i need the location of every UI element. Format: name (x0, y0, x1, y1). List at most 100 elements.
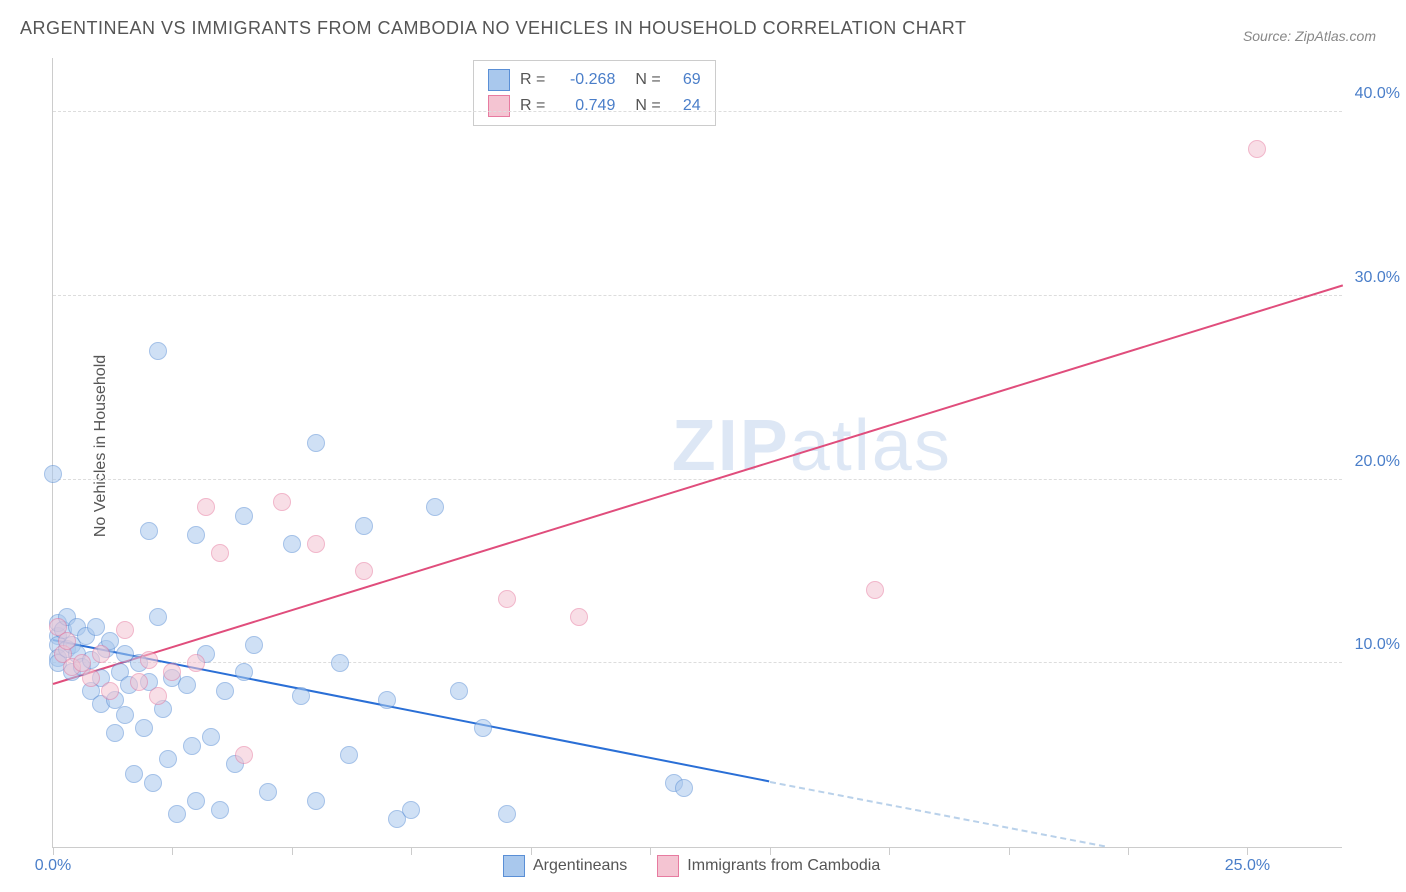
scatter-point (144, 774, 162, 792)
scatter-point (82, 669, 100, 687)
scatter-point (197, 498, 215, 516)
gridline (53, 111, 1342, 112)
stat-n-label: N = (635, 71, 660, 89)
trend-line (53, 285, 1344, 686)
scatter-point (211, 801, 229, 819)
scatter-point (235, 507, 253, 525)
stats-box: R = -0.268 N = 69 R = 0.749 N = 24 (473, 60, 716, 126)
scatter-point (106, 724, 124, 742)
scatter-point (116, 621, 134, 639)
scatter-point (125, 765, 143, 783)
scatter-point (135, 719, 153, 737)
scatter-point (450, 682, 468, 700)
scatter-point (187, 654, 205, 672)
scatter-point (355, 562, 373, 580)
x-tick (292, 847, 293, 855)
y-tick-label: 20.0% (1355, 453, 1400, 471)
legend-item: Immigrants from Cambodia (657, 855, 880, 877)
scatter-point (273, 493, 291, 511)
scatter-point (866, 581, 884, 599)
chart-title: ARGENTINEAN VS IMMIGRANTS FROM CAMBODIA … (20, 18, 966, 39)
legend-label: Immigrants from Cambodia (687, 857, 880, 875)
watermark-light: atlas (790, 406, 952, 486)
legend-item: Argentineans (503, 855, 627, 877)
scatter-point (474, 719, 492, 737)
scatter-point (426, 498, 444, 516)
legend-swatch (657, 855, 679, 877)
scatter-point (202, 728, 220, 746)
scatter-point (498, 805, 516, 823)
legend-swatch (488, 69, 510, 91)
scatter-point (675, 779, 693, 797)
scatter-point (235, 746, 253, 764)
stat-n-value: 24 (671, 97, 701, 115)
stats-row: R = -0.268 N = 69 (488, 67, 701, 93)
scatter-point (101, 682, 119, 700)
legend-swatch (503, 855, 525, 877)
stat-r-value: 0.749 (555, 97, 615, 115)
x-tick (770, 847, 771, 855)
scatter-point (235, 663, 253, 681)
plot-area: ZIPatlas R =-0.268N =69R =0.749N =24 Arg… (52, 58, 1342, 848)
scatter-point (1248, 140, 1266, 158)
x-tick-label: 0.0% (35, 857, 71, 875)
scatter-point (149, 687, 167, 705)
scatter-point (211, 544, 229, 562)
scatter-point (378, 691, 396, 709)
scatter-point (216, 682, 234, 700)
x-tick-label: 25.0% (1225, 857, 1270, 875)
legend-swatch (488, 95, 510, 117)
scatter-point (245, 636, 263, 654)
stat-r-value: -0.268 (555, 71, 615, 89)
x-tick (53, 847, 54, 855)
scatter-point (498, 590, 516, 608)
y-tick-label: 10.0% (1355, 636, 1400, 654)
scatter-point (140, 651, 158, 669)
scatter-point (402, 801, 420, 819)
legend: Argentineans Immigrants from Cambodia (503, 855, 880, 877)
scatter-point (331, 654, 349, 672)
x-tick (172, 847, 173, 855)
scatter-point (187, 792, 205, 810)
scatter-point (149, 608, 167, 626)
scatter-point (116, 706, 134, 724)
scatter-point (130, 673, 148, 691)
y-tick-label: 40.0% (1355, 85, 1400, 103)
scatter-point (178, 676, 196, 694)
scatter-point (87, 618, 105, 636)
x-tick (889, 847, 890, 855)
stat-r-label: R = (520, 71, 545, 89)
scatter-point (183, 737, 201, 755)
y-tick-label: 30.0% (1355, 269, 1400, 287)
scatter-point (307, 434, 325, 452)
scatter-point (283, 535, 301, 553)
x-tick (1009, 847, 1010, 855)
x-tick (1128, 847, 1129, 855)
x-tick (531, 847, 532, 855)
gridline (53, 295, 1342, 296)
stat-r-label: R = (520, 97, 545, 115)
scatter-point (187, 526, 205, 544)
gridline (53, 479, 1342, 480)
stat-n-label: N = (635, 97, 660, 115)
scatter-point (168, 805, 186, 823)
stats-row: R = 0.749 N = 24 (488, 93, 701, 119)
scatter-point (58, 632, 76, 650)
trend-line-dashed (769, 781, 1104, 847)
scatter-point (159, 750, 177, 768)
x-tick (411, 847, 412, 855)
x-tick (650, 847, 651, 855)
scatter-point (140, 522, 158, 540)
scatter-point (149, 342, 167, 360)
scatter-point (340, 746, 358, 764)
stat-n-value: 69 (671, 71, 701, 89)
scatter-point (292, 687, 310, 705)
scatter-point (259, 783, 277, 801)
x-tick (1247, 847, 1248, 855)
source-attribution: Source: ZipAtlas.com (1243, 28, 1376, 44)
scatter-point (163, 663, 181, 681)
scatter-point (44, 465, 62, 483)
scatter-point (570, 608, 588, 626)
scatter-point (355, 517, 373, 535)
scatter-point (307, 535, 325, 553)
